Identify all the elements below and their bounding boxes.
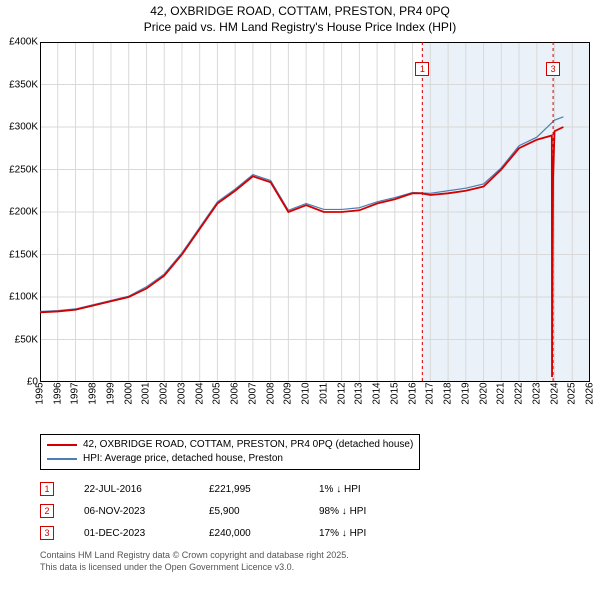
legend-swatch [47, 444, 77, 446]
y-tick: £100K [9, 292, 38, 303]
marker-date: 01-DEC-2023 [84, 528, 209, 539]
legend-label: HPI: Average price, detached house, Pres… [83, 452, 283, 466]
marker-row: 1 22-JUL-2016£221,9951% ↓ HPI [40, 478, 399, 500]
marker-row: 2 06-NOV-2023£5,90098% ↓ HPI [40, 500, 399, 522]
x-tick: 1998 [88, 382, 99, 404]
marker-pct: 98% ↓ HPI [319, 506, 399, 517]
x-tick: 2006 [230, 382, 241, 404]
marker-date: 22-JUL-2016 [84, 484, 209, 495]
marker-date: 06-NOV-2023 [84, 506, 209, 517]
marker-row: 3 01-DEC-2023£240,00017% ↓ HPI [40, 522, 399, 544]
legend-label: 42, OXBRIDGE ROAD, COTTAM, PRESTON, PR4 … [83, 438, 413, 452]
chart-plot [40, 42, 590, 382]
footer: Contains HM Land Registry data © Crown c… [40, 550, 349, 573]
chart-marker-1: 1 [415, 62, 429, 76]
marker-price: £240,000 [209, 528, 319, 539]
marker-pct: 1% ↓ HPI [319, 484, 399, 495]
y-tick: £350K [9, 79, 38, 90]
x-tick: 2017 [425, 382, 436, 404]
x-tick: 1995 [35, 382, 46, 404]
legend-swatch [47, 458, 77, 459]
x-tick: 2013 [354, 382, 365, 404]
x-tick: 2023 [531, 382, 542, 404]
x-tick: 2021 [496, 382, 507, 404]
x-tick: 2012 [336, 382, 347, 404]
x-tick: 2024 [549, 382, 560, 404]
x-tick: 2019 [460, 382, 471, 404]
x-tick: 2005 [212, 382, 223, 404]
y-tick: £50K [15, 334, 38, 345]
x-tick: 2025 [567, 382, 578, 404]
title-line2: Price paid vs. HM Land Registry's House … [0, 20, 600, 36]
y-tick: £300K [9, 122, 38, 133]
x-tick: 2003 [176, 382, 187, 404]
x-tick: 2007 [247, 382, 258, 404]
x-tick: 2016 [407, 382, 418, 404]
chart-marker-3: 3 [546, 62, 560, 76]
marker-num: 3 [40, 526, 54, 540]
x-tick: 2001 [141, 382, 152, 404]
x-tick: 2002 [159, 382, 170, 404]
legend: 42, OXBRIDGE ROAD, COTTAM, PRESTON, PR4 … [40, 434, 420, 470]
chart-container: 42, OXBRIDGE ROAD, COTTAM, PRESTON, PR4 … [0, 0, 600, 590]
markers-table: 1 22-JUL-2016£221,9951% ↓ HPI 2 06-NOV-2023… [40, 478, 399, 544]
x-tick: 2008 [265, 382, 276, 404]
marker-price: £5,900 [209, 506, 319, 517]
marker-pct: 17% ↓ HPI [319, 528, 399, 539]
x-tick: 2015 [389, 382, 400, 404]
x-tick: 1997 [70, 382, 81, 404]
footer-line1: Contains HM Land Registry data © Crown c… [40, 550, 349, 562]
x-tick: 2009 [283, 382, 294, 404]
legend-item: HPI: Average price, detached house, Pres… [47, 452, 413, 466]
x-tick: 2026 [585, 382, 596, 404]
x-tick: 2000 [123, 382, 134, 404]
x-tick: 2022 [514, 382, 525, 404]
marker-num: 2 [40, 504, 54, 518]
y-axis-labels: £0£50K£100K£150K£200K£250K£300K£350K£400… [0, 42, 40, 382]
y-tick: £200K [9, 207, 38, 218]
x-tick: 1999 [105, 382, 116, 404]
x-tick: 2018 [443, 382, 454, 404]
y-tick: £400K [9, 37, 38, 48]
footer-line2: This data is licensed under the Open Gov… [40, 562, 349, 574]
x-tick: 2010 [301, 382, 312, 404]
x-tick: 2011 [318, 383, 329, 405]
x-axis-labels: 1995199619971998199920002001200220032004… [40, 384, 590, 436]
marker-price: £221,995 [209, 484, 319, 495]
x-tick: 2014 [372, 382, 383, 404]
y-tick: £250K [9, 164, 38, 175]
x-tick: 2020 [478, 382, 489, 404]
title-block: 42, OXBRIDGE ROAD, COTTAM, PRESTON, PR4 … [0, 0, 600, 35]
x-tick: 2004 [194, 382, 205, 404]
legend-item: 42, OXBRIDGE ROAD, COTTAM, PRESTON, PR4 … [47, 438, 413, 452]
y-tick: £150K [9, 249, 38, 260]
marker-num: 1 [40, 482, 54, 496]
title-line1: 42, OXBRIDGE ROAD, COTTAM, PRESTON, PR4 … [0, 4, 600, 20]
x-tick: 1996 [52, 382, 63, 404]
